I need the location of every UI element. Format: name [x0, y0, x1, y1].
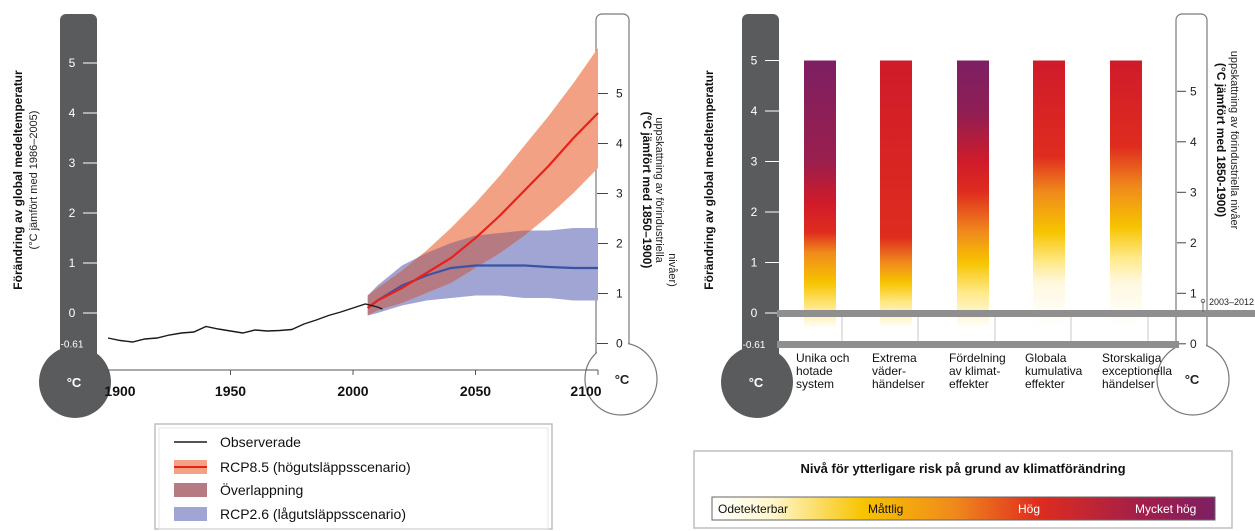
right-thermometer-2: °C: [1156, 13, 1230, 416]
right-tick-label: 4: [616, 137, 623, 151]
reference-band-present: [777, 310, 1255, 317]
right-tick-label: 5: [1190, 84, 1197, 98]
rcp26-band: [367, 228, 598, 316]
risk-level-undetectable: Odetekterbar: [718, 502, 788, 516]
left-y-ticks-2: 5 4 3 2 1 0 -0.61: [743, 54, 779, 351]
risk-bar: [1110, 60, 1142, 340]
risk-scale: Nivå för ytterligare risk på grund av kl…: [693, 450, 1233, 529]
left-tick-label: -0.61: [743, 340, 766, 351]
right-ylabel-sub: uppskattning av förindustriella: [653, 117, 665, 263]
left-thermometer-2-unit: °C: [749, 375, 764, 390]
right-y-ticks-2: 5 4 3 2 1 0: [1177, 84, 1197, 351]
scenario-bands: [367, 48, 598, 316]
legend-swatch-rcp26: [174, 507, 207, 521]
left-tick-label: -0.61: [61, 340, 84, 351]
right-chart-right-ylabel-sub: uppskattning av förindustriella nivåer: [1228, 51, 1240, 230]
x-tick-label: 1900: [104, 383, 135, 399]
left-ylabel: Förändring av global medeltemperatur: [11, 70, 25, 290]
left-tick-label: 3: [69, 156, 76, 170]
left-tick-label: 0: [751, 306, 758, 320]
right-y-ticks: 5 4 3 2 1 0: [597, 87, 623, 351]
rcp26-line: [367, 264, 598, 309]
risk-bars: [804, 60, 1149, 341]
risk-category-label: Storskaliga exceptionella händelser: [1102, 351, 1172, 391]
right-tick-label: 2: [1190, 236, 1197, 250]
left-thermometer-unit: °C: [67, 375, 82, 390]
legend-item-observed: Observerade: [220, 434, 301, 450]
x-tick-label: 2000: [337, 383, 368, 399]
series-lines: [107, 112, 599, 343]
reference-band-preindustrial: [777, 341, 1179, 348]
left-tick-label: 4: [751, 104, 758, 118]
legend-item-rcp26: RCP2.6 (lågutsläppsscenario): [220, 506, 406, 522]
legend-item-overlap: Överlappning: [220, 481, 303, 498]
left-tick-label: 0: [69, 306, 76, 320]
right-thermometer-unit: °C: [615, 372, 630, 387]
right-chart-right-ylabel: (°C jämfört med 1850-1900): [1214, 63, 1228, 217]
risk-category-label: Fördelning av klimat-effekter: [949, 351, 1006, 391]
right-chart-left-ylabel: Förändring av global medeltemperatur: [702, 70, 716, 290]
observed-line: [107, 303, 383, 343]
left-tick-label: 1: [751, 256, 758, 270]
risk-category-label: Globala kumulativa effekter: [1025, 351, 1083, 391]
risk-categories: Unika och hotade system Extrema väder-händel…: [796, 351, 1172, 391]
legend: Observerade RCP8.5 (högutsläppsscenario)…: [154, 423, 553, 530]
risk-level-very-high: Mycket hög: [1135, 502, 1196, 516]
left-thermometer: °C: [39, 14, 111, 418]
right-tick-label: 0: [1190, 337, 1197, 351]
left-ylabel-sub: (°C jämfört med 1986–2005): [28, 111, 40, 250]
x-tick-label: 1950: [215, 383, 246, 399]
right-thermometer: °C: [584, 13, 658, 416]
left-thermometer-2: °C: [721, 14, 793, 418]
left-tick-label: 3: [751, 155, 758, 169]
left-y-ticks: 5 4 3 2 1 0 -0.61: [61, 56, 97, 351]
legend-item-rcp85: RCP8.5 (högutsläppsscenario): [220, 459, 411, 475]
right-ylabel: (°C jämfört med 1850–1900): [640, 112, 654, 269]
risk-level-moderate: Måttlig: [868, 502, 903, 516]
risk-bar: [957, 60, 989, 340]
risk-scale-gradient: [711, 496, 1216, 521]
rcp85-line: [367, 112, 599, 309]
right-tick-label: 4: [1190, 135, 1197, 149]
x-ticks: 1900 1950 2000 2050 2100: [104, 370, 602, 399]
risk-category-label: Extrema väder-händelser: [872, 351, 925, 391]
right-tick-label: 3: [1190, 185, 1197, 199]
right-thermometer-2-unit: °C: [1185, 372, 1200, 387]
risk-bar: [804, 60, 836, 340]
left-tick-label: 1: [69, 256, 76, 270]
right-tick-label: 5: [616, 87, 623, 101]
right-chart: °C 5 4 3 2 1 0 -0.61 °C 5 4 3 2 1 0 Förändring av g…: [693, 13, 1255, 529]
x-tick-label: 2050: [460, 383, 491, 399]
x-tick-label: 2100: [570, 383, 601, 399]
risk-bar: [880, 60, 912, 340]
left-tick-label: 4: [69, 106, 76, 120]
right-tick-label: 2: [616, 237, 623, 251]
period-annotation: 2003–2012: [1209, 297, 1254, 307]
left-tick-label: 5: [751, 54, 758, 68]
legend-swatch-overlap: [174, 483, 207, 497]
left-tick-label: 2: [751, 205, 758, 219]
left-chart: °C 5 4 3 2 1 0 -0.61 °C 5 4 3 2 1 0 Förändring av g…: [11, 13, 678, 530]
right-tick-label: 3: [616, 187, 623, 201]
right-tick-label: 0: [616, 337, 623, 351]
left-tick-label: 2: [69, 206, 76, 220]
risk-level-high: Hög: [1018, 502, 1040, 516]
right-tick-label: 1: [616, 287, 623, 301]
left-tick-label: 5: [69, 56, 76, 70]
right-tick-label: 1: [1190, 286, 1197, 300]
risk-bar: [1033, 60, 1065, 340]
risk-scale-title: Nivå för ytterligare risk på grund av kl…: [800, 461, 1125, 476]
right-ylabel-sub2: nivåer): [666, 253, 678, 287]
risk-category-label: Unika och hotade system: [796, 351, 849, 391]
